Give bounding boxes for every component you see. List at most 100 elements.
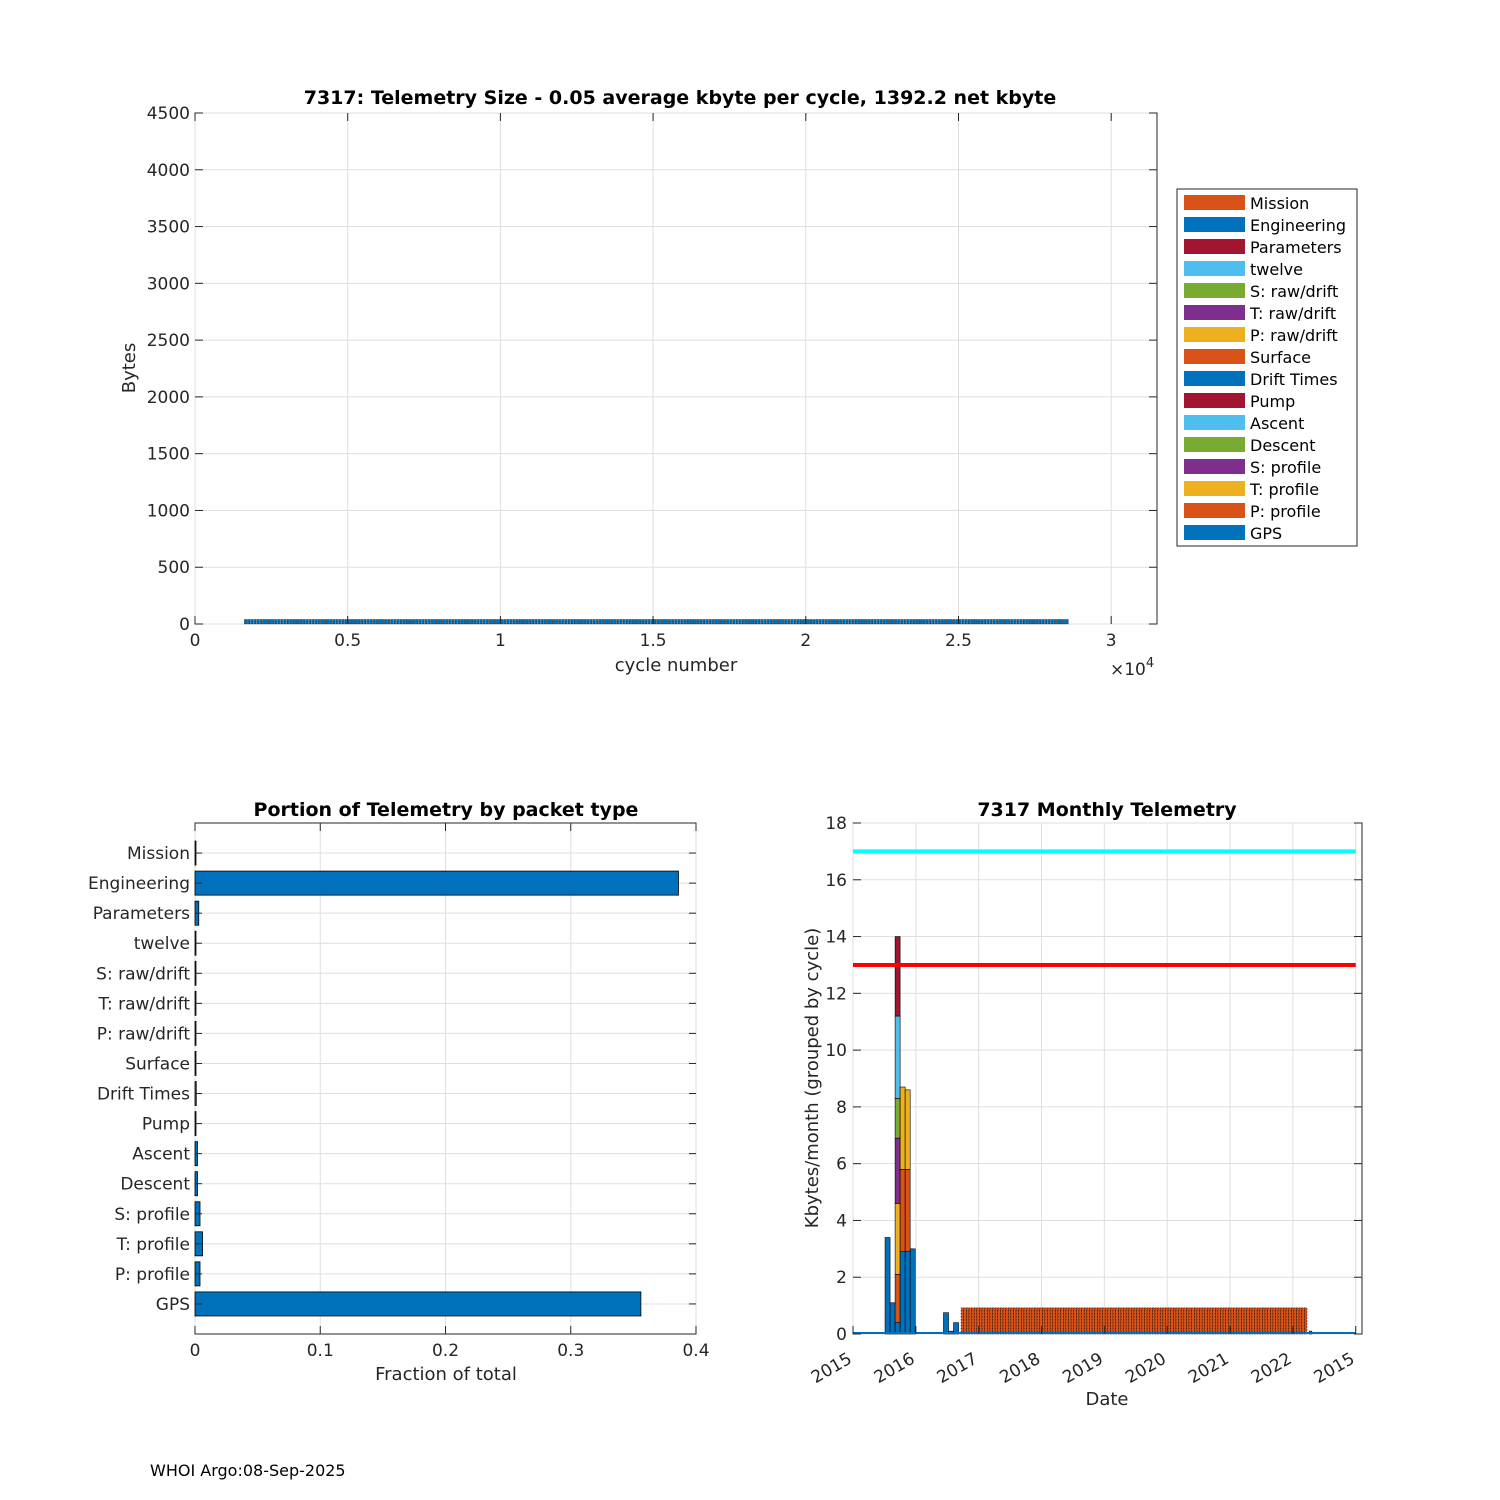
- monthly-bar: [1091, 1307, 1096, 1335]
- cycle-bar: [677, 619, 681, 625]
- cycle-bar: [665, 619, 669, 625]
- monthly-bar: [1201, 1307, 1206, 1335]
- cycle-bar: [589, 619, 593, 625]
- telemetry-size-title: 7317: Telemetry Size - 0.05 average kbyt…: [304, 87, 1057, 109]
- legend-swatch: [1184, 393, 1245, 408]
- x-tick-label: 2022: [1248, 1349, 1295, 1388]
- monthly-bar: [1125, 1307, 1130, 1335]
- cycle-bar: [934, 619, 938, 625]
- cycle-bar: [830, 619, 834, 625]
- monthly-bar: [1217, 1307, 1221, 1335]
- cycle-bar: [595, 619, 599, 625]
- monthly-title: 7317 Monthly Telemetry: [977, 799, 1237, 821]
- monthly-bar-segment: [894, 1137, 901, 1204]
- portion-title: Portion of Telemetry by packet type: [254, 799, 639, 821]
- cycle-bar: [964, 619, 968, 625]
- monthly-bar: [1068, 1307, 1072, 1335]
- cycle-bar: [745, 619, 748, 625]
- y-tick-label: 1500: [147, 445, 190, 465]
- cycle-bar: [778, 619, 782, 625]
- monthly-bar: [1214, 1307, 1219, 1335]
- cycle-bar: [454, 619, 458, 625]
- cycle-bar: [338, 619, 342, 625]
- cycle-bar: [949, 619, 953, 625]
- monthly-bar: [1241, 1307, 1245, 1335]
- legend-swatch: [1184, 415, 1245, 430]
- monthly-bar: [1272, 1307, 1276, 1335]
- y-tick-label: 6: [836, 1155, 847, 1175]
- cycle-bar: [732, 619, 736, 625]
- cycle-bar: [937, 619, 941, 625]
- monthly-bar: [1170, 1307, 1174, 1335]
- category-label: Drift Times: [97, 1085, 190, 1105]
- cycle-bar: [879, 619, 883, 625]
- cycle-bar: [613, 619, 617, 625]
- cycle-bar: [809, 619, 812, 625]
- cycle-bar: [311, 619, 315, 625]
- cycle-bar: [888, 619, 892, 625]
- monthly-bar: [1238, 1307, 1242, 1335]
- cycle-bar: [494, 619, 498, 625]
- cycle-bar: [668, 619, 672, 625]
- x-tick-label: 2.5: [945, 631, 972, 651]
- cycle-bar: [409, 619, 412, 625]
- cycle-bar: [564, 619, 568, 625]
- category-label: Surface: [125, 1054, 190, 1074]
- monthly-bar: [1128, 1307, 1132, 1335]
- cycle-bar: [900, 619, 904, 625]
- monthly-bar: [1254, 1307, 1258, 1335]
- cycle-bar: [479, 619, 483, 625]
- monthly-bar: [1298, 1307, 1303, 1335]
- cycle-bar: [1013, 619, 1017, 625]
- cycle-bar: [751, 619, 754, 625]
- cycle-bar: [396, 619, 400, 625]
- x-tick-label: 2017: [934, 1349, 981, 1388]
- cycle-bar: [1062, 619, 1066, 625]
- monthly-bar: [1018, 1307, 1022, 1335]
- cycle-bar: [305, 619, 309, 625]
- cycle-bar: [723, 619, 727, 625]
- cycle-bar: [867, 619, 870, 625]
- monthly-bar: [963, 1307, 967, 1335]
- cycle-bar: [256, 619, 260, 625]
- monthly-bar: [1036, 1307, 1040, 1335]
- cycle-bar: [919, 619, 922, 625]
- y-tick-label: 0: [179, 615, 190, 635]
- cycle-bar: [635, 619, 638, 625]
- cycle-bar: [574, 619, 577, 625]
- monthly-bar: [1188, 1307, 1192, 1335]
- legend-label: T: profile: [1249, 480, 1319, 499]
- cycle-bar: [348, 619, 351, 625]
- monthly-bar: [1159, 1307, 1164, 1335]
- legend-label: Parameters: [1250, 238, 1342, 257]
- cycle-bar: [717, 619, 721, 625]
- monthly-bar: [1251, 1307, 1255, 1335]
- cycle-bar: [748, 619, 751, 625]
- monthly-bar: [1178, 1307, 1182, 1335]
- cycle-bar: [583, 619, 586, 625]
- cycle-bar: [995, 619, 999, 625]
- cycle-bar: [729, 619, 733, 625]
- cycle-bar: [842, 619, 846, 625]
- cycle-bar: [647, 619, 651, 625]
- cycle-bar: [415, 619, 418, 625]
- cycle-bar: [1047, 619, 1051, 625]
- cycle-bar: [604, 619, 608, 625]
- monthly-bar-segment: [943, 1312, 949, 1335]
- monthly-bar: [1028, 1307, 1033, 1335]
- category-label: T: raw/drift: [97, 994, 190, 1014]
- monthly-bar: [1220, 1307, 1224, 1335]
- cycle-bar: [488, 619, 492, 625]
- cycle-bar: [763, 619, 767, 625]
- cycle-bar: [848, 619, 852, 625]
- monthly-bar: [1262, 1307, 1266, 1335]
- x-tick-label: 0.3: [557, 1341, 584, 1361]
- telemetry-size-ylabel: Bytes: [119, 343, 140, 394]
- cycle-bar: [772, 619, 776, 625]
- cycle-bar: [543, 619, 547, 625]
- telemetry-size-x-exponent: ×104: [1110, 656, 1154, 680]
- cycle-bar: [598, 619, 602, 625]
- packet-type-legend: Mission Engineering Parameters twelve S: raw…: [1176, 188, 1358, 547]
- category-label: Engineering: [88, 874, 190, 894]
- cycle-bar: [977, 619, 980, 625]
